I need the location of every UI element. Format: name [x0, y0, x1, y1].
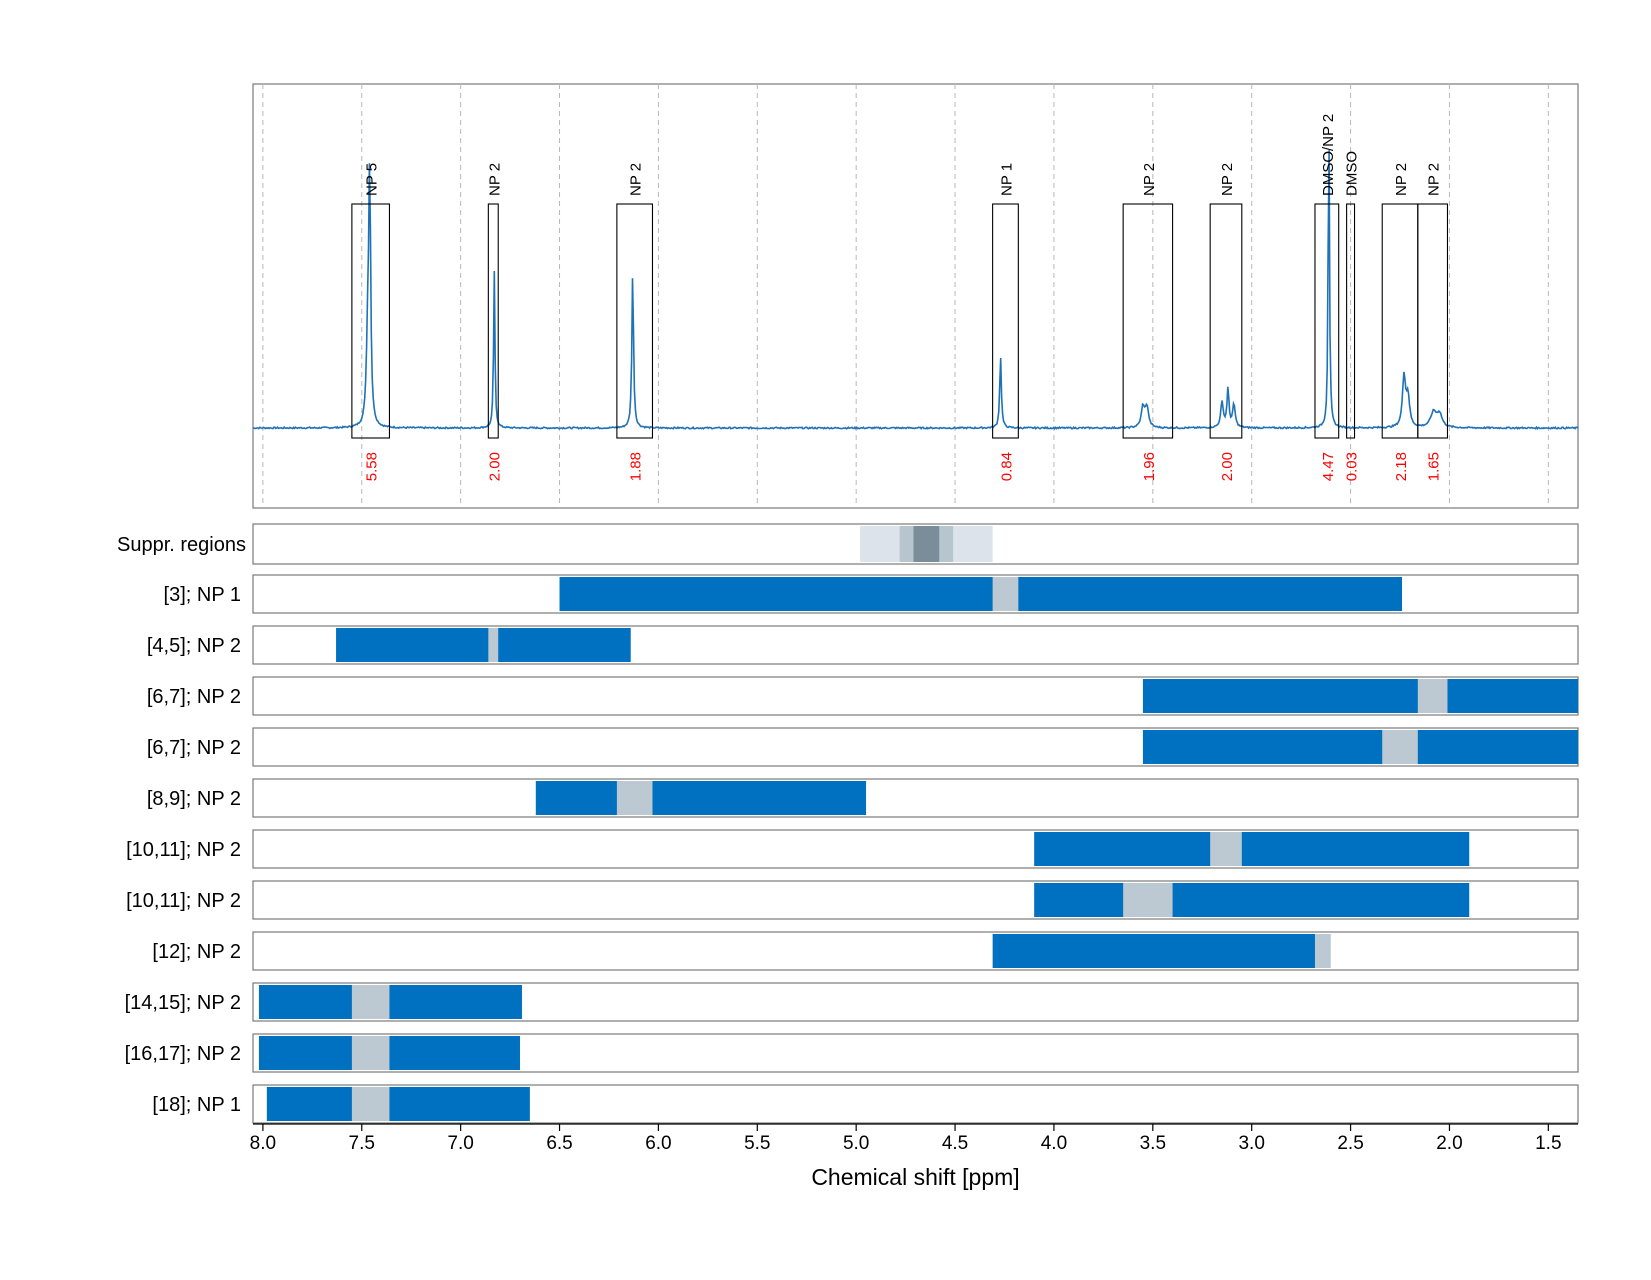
range-row-label: [10,11]; NP 2 — [126, 890, 241, 912]
integration-label: NP 1 — [998, 163, 1015, 196]
range-row-label: [16,17]; NP 2 — [125, 1043, 241, 1065]
range-row-frame — [252, 778, 1579, 818]
integration-box — [1122, 203, 1174, 439]
integration-label: NP 2 — [1219, 163, 1236, 196]
integration-box — [1346, 203, 1356, 439]
integration-label: DMSO/NP 2 — [1320, 114, 1337, 196]
x-tick-label: 5.0 — [843, 1133, 869, 1154]
range-gap — [616, 781, 653, 815]
integration-label: NP 2 — [1426, 163, 1443, 196]
x-tick-label: 4.0 — [1041, 1133, 1067, 1154]
x-tick-label: 3.5 — [1140, 1133, 1166, 1154]
x-tick-label: 2.5 — [1337, 1133, 1363, 1154]
integral-value: 5.58 — [364, 452, 381, 481]
integral-value: 1.96 — [1141, 452, 1158, 481]
integration-label: NP 2 — [628, 163, 645, 196]
range-gap — [1314, 934, 1331, 968]
integral-value: 2.00 — [1219, 452, 1236, 481]
range-bar — [1034, 883, 1470, 917]
range-gap — [1382, 730, 1418, 764]
range-row-label: [3]; NP 1 — [164, 584, 241, 606]
integration-box — [487, 203, 499, 439]
range-gap — [351, 985, 390, 1019]
range-gap — [1417, 679, 1448, 713]
x-tick-label: 1.5 — [1535, 1133, 1561, 1154]
range-row-label: [6,7]; NP 2 — [147, 686, 241, 708]
integration-label: NP 5 — [364, 163, 381, 196]
range-bar — [266, 1087, 530, 1121]
range-gap — [1210, 832, 1242, 866]
range-row-label: [12]; NP 2 — [152, 941, 241, 963]
range-bar — [1142, 679, 1578, 713]
x-tick-label: 6.5 — [546, 1133, 572, 1154]
range-bar — [535, 781, 867, 815]
integration-label: NP 2 — [1393, 163, 1410, 196]
integral-value: 0.84 — [998, 452, 1015, 481]
range-bar — [336, 628, 631, 662]
range-bar — [992, 934, 1315, 968]
range-gap — [488, 628, 499, 662]
integral-value: 2.00 — [486, 452, 503, 481]
x-tick-label: 2.0 — [1436, 1133, 1462, 1154]
range-bar — [559, 577, 1402, 611]
range-gap — [351, 1036, 390, 1070]
x-tick-label: 4.5 — [942, 1133, 968, 1154]
range-row-frame — [252, 931, 1579, 971]
range-bar — [258, 985, 522, 1019]
integral-value: 4.47 — [1320, 452, 1337, 481]
range-row-label: [10,11]; NP 2 — [126, 839, 241, 861]
spectrum-frame — [252, 83, 1579, 509]
x-tick-label: 7.5 — [349, 1133, 375, 1154]
suppression-label: Suppr. regions — [117, 534, 246, 556]
range-row-label: [4,5]; NP 2 — [147, 635, 241, 657]
integration-box — [351, 203, 391, 439]
x-tick-label: 8.0 — [250, 1133, 276, 1154]
integration-label: NP 2 — [486, 163, 503, 196]
x-tick-label: 7.0 — [447, 1133, 473, 1154]
integration-label: NP 2 — [1141, 163, 1158, 196]
spectrum-line — [252, 150, 1579, 431]
x-tick-label: 6.0 — [645, 1133, 671, 1154]
integral-value: 2.18 — [1393, 452, 1410, 481]
range-gap — [351, 1087, 390, 1121]
integral-value: 1.65 — [1426, 452, 1443, 481]
x-tick-label: 3.0 — [1238, 1133, 1264, 1154]
range-gap — [1123, 883, 1173, 917]
integration-box — [616, 203, 654, 439]
integration-box — [1209, 203, 1243, 439]
range-row-label: [14,15]; NP 2 — [125, 992, 241, 1014]
integration-label: DMSO — [1344, 151, 1361, 196]
suppression-segment — [913, 526, 940, 562]
range-row-label: [8,9]; NP 2 — [147, 788, 241, 810]
x-axis-title: Chemical shift [ppm] — [811, 1164, 1019, 1190]
integration-box — [992, 203, 1019, 439]
integral-value: 1.88 — [628, 452, 645, 481]
range-gap — [992, 577, 1019, 611]
integration-box — [1314, 203, 1340, 439]
x-tick-label: 5.5 — [744, 1133, 770, 1154]
range-bar — [1034, 832, 1470, 866]
range-row-label: [18]; NP 1 — [152, 1094, 241, 1116]
integration-box — [1417, 203, 1449, 439]
range-row-label: [6,7]; NP 2 — [147, 737, 241, 759]
integral-value: 0.03 — [1344, 452, 1361, 481]
range-bar — [1142, 730, 1578, 764]
